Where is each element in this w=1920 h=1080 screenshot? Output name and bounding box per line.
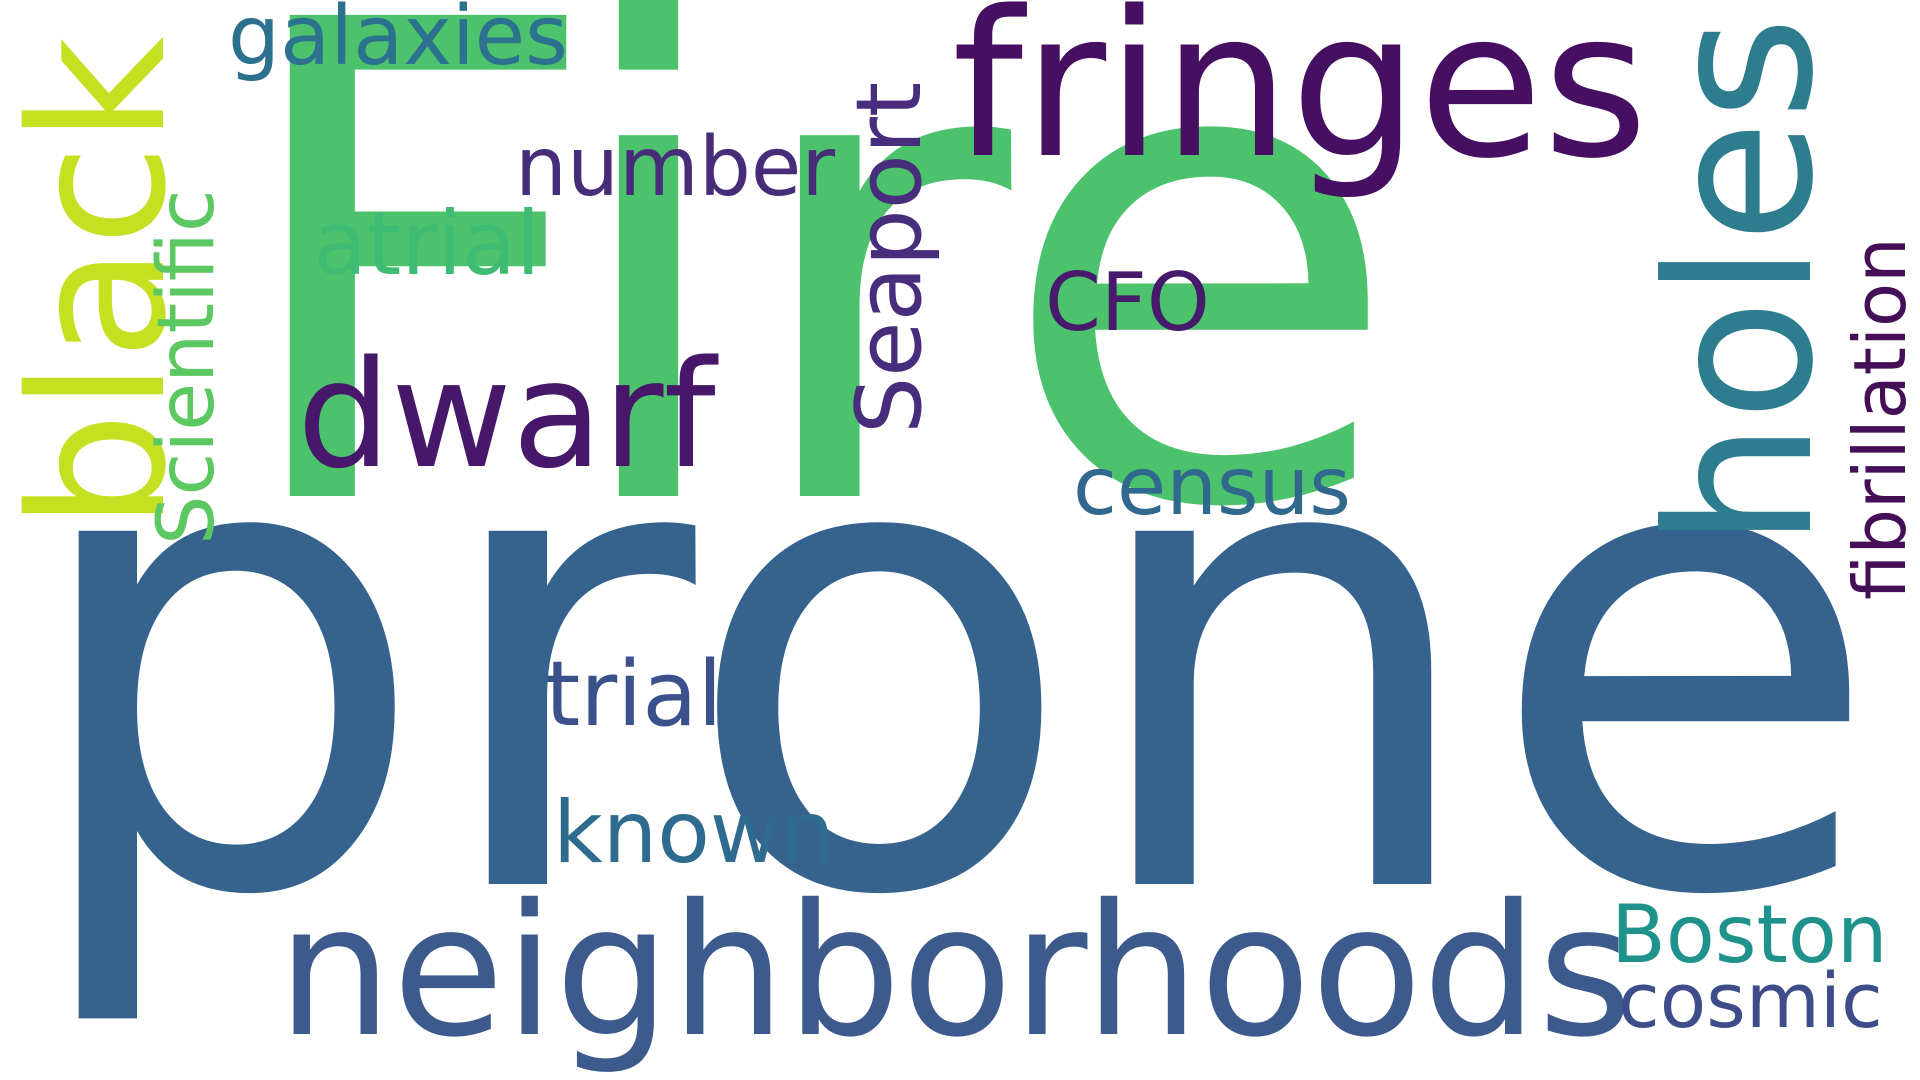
word-fringes: fringes bbox=[952, 0, 1649, 203]
word-holes: holes bbox=[1625, 16, 1858, 548]
word-number: number bbox=[515, 120, 836, 215]
word-galaxies: galaxies bbox=[228, 0, 568, 84]
word-fire: Fire bbox=[225, 0, 1403, 652]
word-scientific: Scientific bbox=[142, 189, 232, 545]
word-trial: trial bbox=[545, 642, 723, 747]
word-dwarf: dwarf bbox=[297, 329, 716, 501]
word-cfo: CFO bbox=[1045, 256, 1210, 349]
word-known: known bbox=[553, 783, 835, 883]
word-neighborhoods: neighborhoods bbox=[277, 865, 1633, 1077]
word-prone: prone bbox=[20, 285, 1884, 1037]
word-cosmic: cosmic bbox=[1618, 956, 1883, 1045]
word-seaport: Seaport bbox=[837, 81, 942, 434]
word-boston: Boston bbox=[1611, 888, 1888, 981]
word-atrial: atrial bbox=[313, 192, 541, 295]
word-fibrillation: fibrillation bbox=[1838, 237, 1920, 600]
word-census: census bbox=[1073, 440, 1351, 533]
